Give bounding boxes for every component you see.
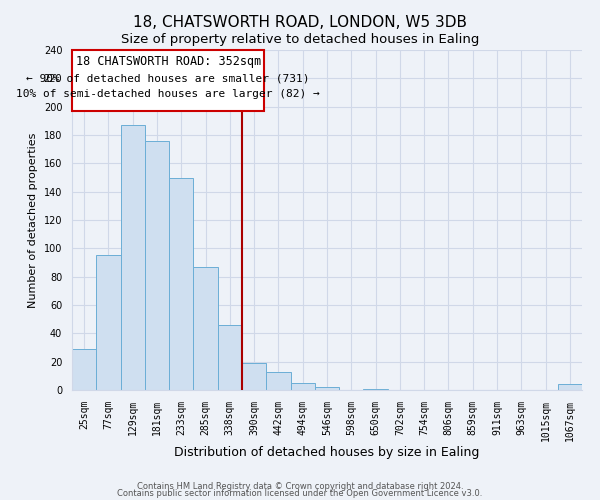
Text: ← 90% of detached houses are smaller (731): ← 90% of detached houses are smaller (73… (26, 74, 310, 84)
Text: 18 CHATSWORTH ROAD: 352sqm: 18 CHATSWORTH ROAD: 352sqm (76, 55, 261, 68)
Bar (121, 125, 145, 390)
Bar (242, 363, 266, 390)
Bar (96, 256, 121, 390)
Bar (266, 372, 290, 390)
Text: 18, CHATSWORTH ROAD, LONDON, W5 3DB: 18, CHATSWORTH ROAD, LONDON, W5 3DB (133, 15, 467, 30)
Text: Size of property relative to detached houses in Ealing: Size of property relative to detached ho… (121, 32, 479, 46)
Text: Contains HM Land Registry data © Crown copyright and database right 2024.: Contains HM Land Registry data © Crown c… (137, 482, 463, 491)
Y-axis label: Number of detached properties: Number of detached properties (28, 132, 38, 308)
Bar (145, 140, 169, 390)
Bar (169, 178, 193, 390)
Text: Contains public sector information licensed under the Open Government Licence v3: Contains public sector information licen… (118, 490, 482, 498)
Bar (218, 325, 242, 390)
X-axis label: Distribution of detached houses by size in Ealing: Distribution of detached houses by size … (175, 446, 479, 460)
Bar (558, 384, 582, 390)
Bar (193, 267, 218, 390)
Bar (315, 387, 339, 390)
Bar (364, 388, 388, 390)
Bar (72, 349, 96, 390)
FancyBboxPatch shape (73, 50, 264, 111)
Bar (290, 383, 315, 390)
Text: 10% of semi-detached houses are larger (82) →: 10% of semi-detached houses are larger (… (16, 89, 320, 99)
